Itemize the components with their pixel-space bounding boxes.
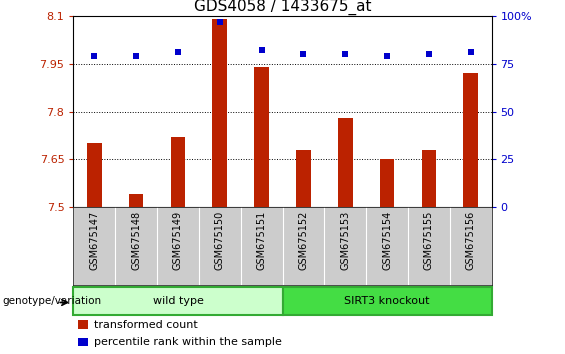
Bar xyxy=(129,194,144,207)
Bar xyxy=(171,137,185,207)
Text: GSM675155: GSM675155 xyxy=(424,211,434,270)
Text: GSM675147: GSM675147 xyxy=(89,211,99,270)
Bar xyxy=(77,337,88,346)
Text: percentile rank within the sample: percentile rank within the sample xyxy=(94,337,282,347)
Bar xyxy=(296,150,311,207)
Text: wild type: wild type xyxy=(153,296,203,306)
Text: GSM675148: GSM675148 xyxy=(131,211,141,270)
Point xyxy=(173,50,182,55)
Title: GDS4058 / 1433675_at: GDS4058 / 1433675_at xyxy=(194,0,371,15)
Text: GSM675149: GSM675149 xyxy=(173,211,183,270)
Bar xyxy=(87,143,102,207)
Text: transformed count: transformed count xyxy=(94,320,198,330)
Bar xyxy=(212,19,227,207)
Point xyxy=(90,53,99,59)
Text: GSM675156: GSM675156 xyxy=(466,211,476,270)
Point xyxy=(215,19,224,24)
Bar xyxy=(282,287,492,315)
Bar xyxy=(73,287,282,315)
Bar xyxy=(380,159,394,207)
Point xyxy=(257,47,266,53)
Point xyxy=(424,51,433,57)
Text: GSM675153: GSM675153 xyxy=(340,211,350,270)
Text: GSM675150: GSM675150 xyxy=(215,211,225,270)
Point xyxy=(299,51,308,57)
Point xyxy=(341,51,350,57)
Bar xyxy=(77,320,88,329)
Text: genotype/variation: genotype/variation xyxy=(3,296,102,306)
Text: SIRT3 knockout: SIRT3 knockout xyxy=(344,296,430,306)
Point xyxy=(383,53,392,59)
Point xyxy=(132,53,141,59)
Text: GSM675152: GSM675152 xyxy=(298,211,308,270)
Text: GSM675154: GSM675154 xyxy=(382,211,392,270)
Bar xyxy=(463,73,478,207)
Bar xyxy=(254,67,269,207)
Bar xyxy=(338,118,353,207)
Point xyxy=(466,50,475,55)
Bar xyxy=(421,150,436,207)
Text: GSM675151: GSM675151 xyxy=(257,211,267,270)
